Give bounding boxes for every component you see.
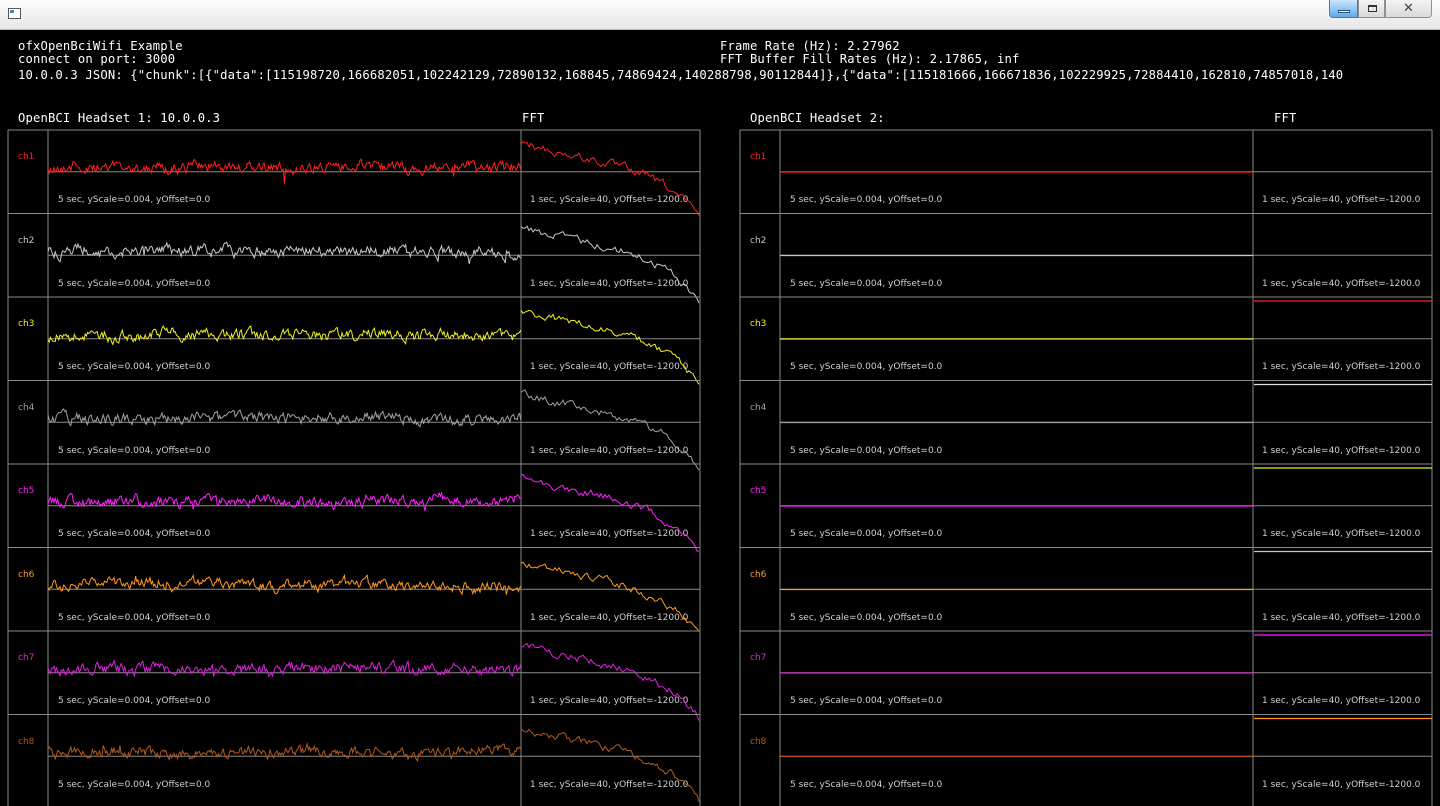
channel-label-ch1: ch1 (18, 152, 35, 162)
fft-scale-caption: 1 sec, yScale=40, yOffset=-1200.0 (530, 696, 689, 706)
time-scale-caption: 5 sec, yScale=0.004, yOffset=0.0 (58, 445, 211, 456)
fft-trace-ch4 (520, 389, 700, 471)
headset-2-fft-title: FFT (1274, 111, 1297, 125)
fft-trace-ch1 (520, 140, 700, 216)
fft-scale-caption: 1 sec, yScale=40, yOffset=-1200.0 (1262, 195, 1421, 205)
fft-fill-rate-readout: FFT Buffer Fill Rates (Hz): 2.17865, inf (720, 52, 1020, 66)
time-scale-caption: 5 sec, yScale=0.004, yOffset=0.0 (790, 612, 943, 623)
time-scale-caption: 5 sec, yScale=0.004, yOffset=0.0 (790, 445, 943, 456)
channel-label-ch7: ch7 (18, 653, 35, 663)
time-scale-caption: 5 sec, yScale=0.004, yOffset=0.0 (790, 779, 943, 790)
fft-trace-ch5 (520, 474, 700, 552)
fft-trace-ch8 (520, 728, 700, 802)
time-scale-caption: 5 sec, yScale=0.004, yOffset=0.0 (790, 278, 943, 289)
frame-rate-readout: Frame Rate (Hz): 2.27962 (720, 39, 900, 53)
fft-scale-caption: 1 sec, yScale=40, yOffset=-1200.0 (1262, 362, 1421, 372)
time-scale-caption: 5 sec, yScale=0.004, yOffset=0.0 (790, 529, 943, 539)
fft-trace-ch6 (520, 561, 700, 632)
channel-label-ch8: ch8 (750, 736, 767, 747)
maximize-button[interactable] (1358, 0, 1385, 18)
fft-scale-caption: 1 sec, yScale=40, yOffset=-1200.0 (1262, 696, 1421, 706)
eeg-trace-ch5 (47, 491, 522, 512)
time-scale-caption: 5 sec, yScale=0.004, yOffset=0.0 (58, 612, 211, 623)
app-title: ofxOpenBciWifi Example (18, 39, 183, 53)
channel-label-ch5: ch5 (750, 486, 767, 496)
time-scale-caption: 5 sec, yScale=0.004, yOffset=0.0 (58, 529, 211, 539)
fft-scale-caption: 1 sec, yScale=40, yOffset=-1200.0 (1262, 529, 1421, 539)
fft-scale-caption: 1 sec, yScale=40, yOffset=-1200.0 (530, 612, 689, 623)
time-scale-caption: 5 sec, yScale=0.004, yOffset=0.0 (790, 195, 943, 205)
headset-1-fft-title: FFT (522, 111, 545, 125)
channel-label-ch3: ch3 (750, 319, 767, 329)
time-scale-caption: 5 sec, yScale=0.004, yOffset=0.0 (790, 696, 943, 706)
fft-scale-caption: 1 sec, yScale=40, yOffset=-1200.0 (530, 529, 689, 539)
time-scale-caption: 5 sec, yScale=0.004, yOffset=0.0 (58, 696, 211, 706)
eeg-trace-ch8 (47, 741, 522, 763)
app-window-icon (8, 8, 21, 19)
fft-scale-caption: 1 sec, yScale=40, yOffset=-1200.0 (530, 278, 689, 289)
port-status: connect on port: 3000 (18, 52, 176, 66)
channel-label-ch6: ch6 (18, 569, 35, 580)
window-titlebar: ✕ (0, 0, 1440, 30)
channel-label-ch7: ch7 (750, 653, 767, 663)
eeg-trace-ch2 (47, 241, 522, 265)
minimize-button[interactable] (1329, 0, 1358, 18)
eeg-trace-ch4 (47, 408, 522, 428)
fft-scale-caption: 1 sec, yScale=40, yOffset=-1200.0 (1262, 278, 1421, 289)
headset-1-title: OpenBCI Headset 1: 10.0.0.3 (18, 111, 221, 125)
fft-scale-caption: 1 sec, yScale=40, yOffset=-1200.0 (1262, 612, 1421, 623)
channel-label-ch8: ch8 (18, 736, 35, 747)
headset-2-title: OpenBCI Headset 2: (750, 111, 885, 125)
fft-trace-ch2 (520, 225, 700, 304)
channel-label-ch2: ch2 (750, 235, 767, 246)
channel-label-ch5: ch5 (18, 486, 35, 496)
time-scale-caption: 5 sec, yScale=0.004, yOffset=0.0 (58, 362, 211, 372)
time-scale-caption: 5 sec, yScale=0.004, yOffset=0.0 (790, 362, 943, 372)
channel-label-ch2: ch2 (18, 235, 35, 246)
fft-scale-caption: 1 sec, yScale=40, yOffset=-1200.0 (530, 445, 689, 456)
fft-trace-ch7 (520, 642, 700, 721)
channel-label-ch1: ch1 (750, 152, 767, 162)
time-scale-caption: 5 sec, yScale=0.004, yOffset=0.0 (58, 779, 211, 790)
eeg-trace-ch7 (47, 659, 522, 678)
channel-label-ch6: ch6 (750, 569, 767, 580)
fft-scale-caption: 1 sec, yScale=40, yOffset=-1200.0 (530, 779, 689, 790)
fft-scale-caption: 1 sec, yScale=40, yOffset=-1200.0 (1262, 779, 1421, 790)
fft-scale-caption: 1 sec, yScale=40, yOffset=-1200.0 (1262, 445, 1421, 456)
fft-scale-caption: 1 sec, yScale=40, yOffset=-1200.0 (530, 195, 689, 205)
time-scale-caption: 5 sec, yScale=0.004, yOffset=0.0 (58, 195, 211, 205)
time-scale-caption: 5 sec, yScale=0.004, yOffset=0.0 (58, 278, 211, 289)
channel-label-ch4: ch4 (750, 402, 767, 413)
channel-label-ch4: ch4 (18, 402, 35, 413)
fft-scale-caption: 1 sec, yScale=40, yOffset=-1200.0 (530, 362, 689, 372)
eeg-trace-ch6 (47, 573, 522, 596)
close-button[interactable]: ✕ (1385, 0, 1432, 18)
json-stream-line: 10.0.0.3 JSON: {"chunk":[{"data":[115198… (18, 69, 1344, 82)
fft-trace-ch3 (520, 309, 700, 385)
eeg-trace-ch1 (47, 158, 522, 184)
eeg-trace-ch3 (47, 324, 522, 346)
channel-label-ch3: ch3 (18, 319, 35, 329)
